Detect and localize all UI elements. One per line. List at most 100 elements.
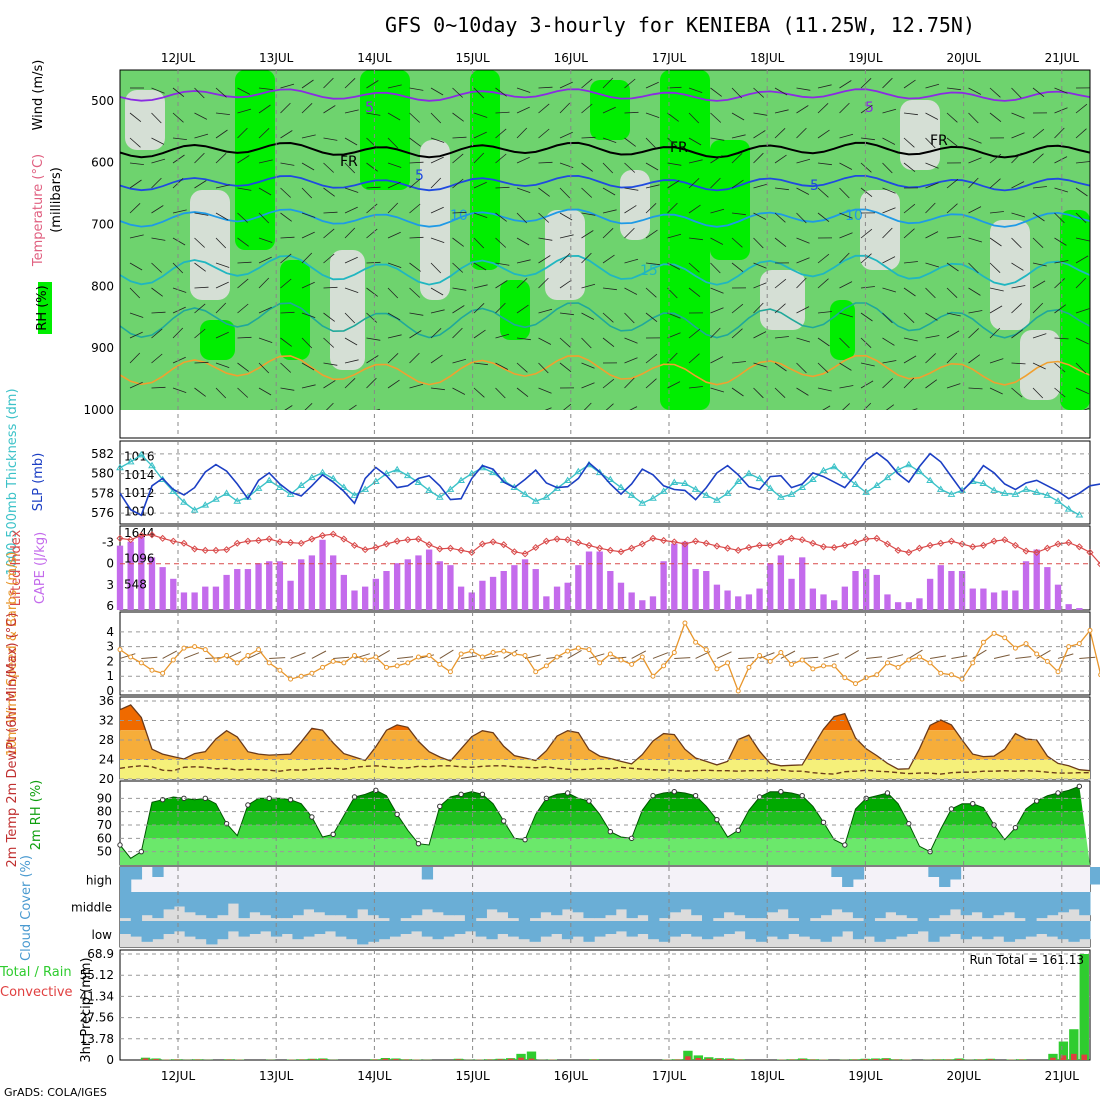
cloud-bar <box>960 921 972 940</box>
cape-axis-title: CAPE (J/kg) <box>33 532 48 604</box>
wind-barb <box>731 212 746 216</box>
bottom-x-tick-label: 19JUL <box>848 1069 883 1083</box>
lifted-index-point <box>169 537 177 545</box>
cape-bar <box>543 596 550 610</box>
wind-speed-point <box>245 653 251 658</box>
wind-barb <box>473 387 485 398</box>
wind-barb <box>129 112 142 123</box>
wind-barb <box>796 362 807 374</box>
rh-band <box>120 825 1090 839</box>
wind-barb <box>710 356 724 364</box>
wind-barb-10m <box>652 652 669 659</box>
wind-barb <box>237 127 248 139</box>
cloud-bar <box>1014 921 1026 940</box>
cape-bar <box>862 569 870 610</box>
wind-speed-point <box>938 670 944 676</box>
lifted-index-point <box>276 538 284 546</box>
wind-barb <box>882 312 893 324</box>
wind-barb <box>731 87 743 99</box>
cloud-bar <box>572 892 584 913</box>
lifted-index-point <box>1097 560 1100 568</box>
cape-bar <box>234 569 241 610</box>
cape-bar <box>926 578 934 610</box>
cape-bar <box>436 561 443 610</box>
wind-barb <box>301 79 314 89</box>
wind-speed-point <box>703 647 709 653</box>
cape-bar <box>116 545 124 610</box>
cloud-bar <box>702 892 714 921</box>
thickness-point <box>521 490 529 497</box>
wind-speed-point <box>1002 635 1008 641</box>
wind-barb <box>323 211 338 214</box>
wind-speed-point <box>511 651 517 657</box>
cloud-bar <box>831 867 843 877</box>
wind-barb <box>1011 112 1025 119</box>
temp-band-mild <box>120 759 1090 779</box>
wind-barb <box>946 287 958 298</box>
cloud-bar <box>249 892 261 913</box>
wind-barb <box>1032 333 1047 339</box>
rh-high-patch <box>500 280 530 340</box>
cape-bar <box>958 571 966 610</box>
thickness-point <box>617 483 625 490</box>
thickness-point <box>286 490 295 497</box>
wind-barb <box>280 253 292 264</box>
thickness-point <box>425 486 434 493</box>
wind-barb-10m <box>1057 653 1074 659</box>
wind-speed-point <box>149 667 155 673</box>
precip-convective-bar <box>393 1059 399 1060</box>
lifted-index-point <box>915 544 923 552</box>
cloud-bar <box>389 921 401 937</box>
lifted-index-point <box>883 540 892 548</box>
cloud-bar <box>1079 921 1091 940</box>
wind-speed-point <box>1055 669 1061 675</box>
wind-barb <box>1032 262 1047 267</box>
thickness-point <box>702 491 711 498</box>
cape-bar <box>799 557 806 610</box>
wind-barb <box>323 380 336 389</box>
rh-point <box>458 791 464 798</box>
wind-barb <box>667 112 679 122</box>
wind-barb <box>538 237 553 241</box>
wind-barb <box>538 212 550 223</box>
wind-barb <box>538 161 553 164</box>
wind-barb <box>387 202 399 214</box>
cloud-bar <box>292 921 304 940</box>
cape-bar <box>820 594 827 610</box>
wind-barb <box>301 212 316 218</box>
wind-barb <box>989 305 1003 314</box>
wind-barb <box>925 202 936 214</box>
thickness-point <box>808 475 817 483</box>
wind-speed-point <box>906 657 912 663</box>
lifted-index-point <box>606 546 614 554</box>
wind-barb <box>387 353 399 364</box>
cloud-bar <box>788 892 800 919</box>
wind-barb <box>194 286 209 289</box>
wind-speed-point <box>266 660 272 666</box>
temp-contour-25 <box>119 355 1091 386</box>
wind-barb <box>366 137 377 148</box>
cape-bar <box>585 551 593 610</box>
wind-barb <box>280 212 292 222</box>
precip-convective-bar <box>956 1059 962 1060</box>
cloud-bar <box>594 892 606 919</box>
wind-barb <box>903 162 916 173</box>
wind-barb <box>258 256 272 264</box>
cape-bar <box>468 592 475 610</box>
wind-barb <box>688 262 700 273</box>
thickness-point <box>862 488 871 495</box>
wind-barb <box>559 212 573 221</box>
cape-bar <box>287 580 294 610</box>
wind-barb <box>430 354 443 364</box>
wind-barb <box>645 378 657 389</box>
cloud-bar <box>357 921 369 945</box>
wind-barb <box>667 312 681 319</box>
wind-barb <box>258 87 273 90</box>
cloud-bar <box>831 921 843 937</box>
thickness-point <box>713 496 721 503</box>
wind-barb <box>602 106 616 114</box>
cloud-bar <box>971 892 983 913</box>
bottom-x-tick-label: 13JUL <box>259 1069 294 1083</box>
cloud-bar <box>141 892 153 916</box>
wind-barb <box>151 112 162 124</box>
